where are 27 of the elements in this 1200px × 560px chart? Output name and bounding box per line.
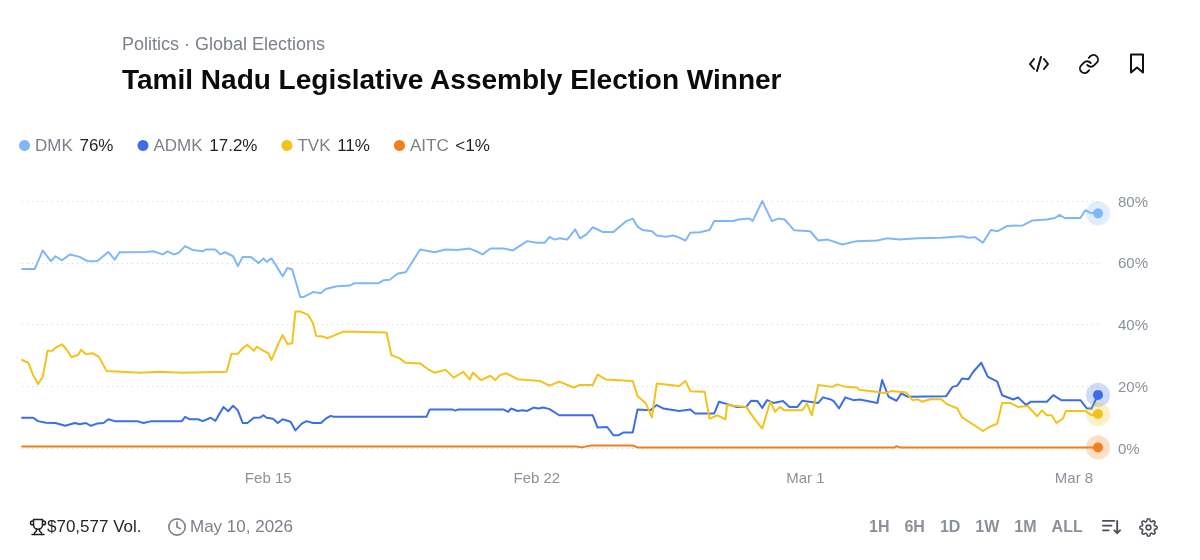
text: 1H [869, 517, 890, 537]
text: 6H [904, 517, 925, 537]
point [1086, 402, 1110, 427]
chart-subtitle: Politics · Global Elections [122, 34, 326, 54]
text: 1M [1014, 517, 1037, 537]
chart-title: Tamil Nadu Legislative Assembly Election Winner [122, 63, 782, 97]
x-tick-label: Mar 1 [786, 469, 825, 486]
x-tick-label: Feb 15 [244, 469, 292, 486]
y-tick-label: 80% [1118, 192, 1149, 210]
legend-label: TVK 11% [297, 136, 370, 155]
legend-label: DMK 76% [35, 136, 114, 155]
x-tick-label: Mar 8 [1054, 469, 1094, 486]
y-tick-label: 60% [1118, 254, 1149, 272]
text: $70,577 Vol. [47, 516, 142, 538]
point [1086, 435, 1110, 460]
y-tick-label: 0% [1118, 439, 1140, 457]
legend-label: ADMK 17.2% [153, 136, 258, 155]
text: 1W [975, 517, 1000, 537]
text: ALL [1051, 517, 1083, 537]
y-tick-label: 20% [1118, 377, 1149, 395]
x-tick-label: Feb 22 [513, 469, 561, 486]
point [1086, 201, 1110, 226]
y-tick-label: 40% [1118, 316, 1149, 333]
text: May 10, 2026 [190, 516, 294, 538]
legend-label: AITC <1% [409, 136, 490, 155]
text: 1D [939, 517, 961, 537]
point [1086, 382, 1110, 407]
